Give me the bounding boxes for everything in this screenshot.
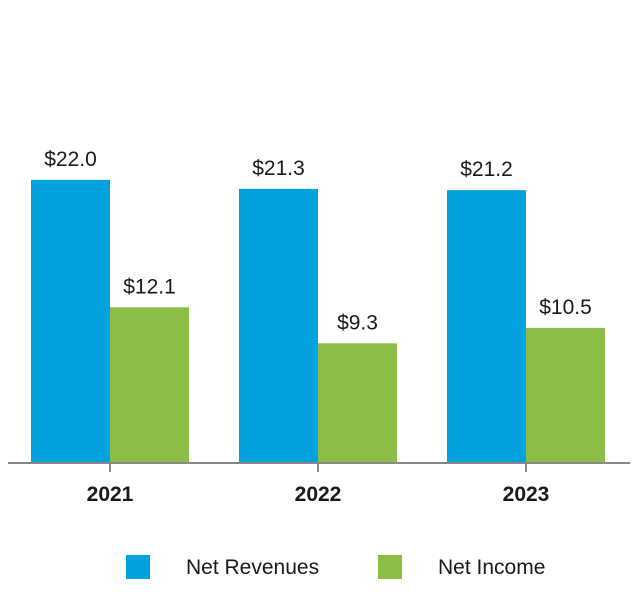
value-label-net-income-2022: $9.3 xyxy=(337,311,378,334)
value-label-net-income-2021: $12.1 xyxy=(123,275,176,298)
legend-swatch-net-revenues xyxy=(126,555,150,579)
legend-label-net-income: Net Income xyxy=(438,556,545,579)
bars-layer xyxy=(31,179,605,464)
value-labels-layer: $22.0 $12.1 $21.3 $9.3 $21.2 $10.5 xyxy=(44,148,592,334)
value-label-net-income-2023: $10.5 xyxy=(539,296,592,319)
legend-swatch-net-income xyxy=(378,555,402,579)
x-axis-tick-labels: 2021 2022 2023 xyxy=(87,483,550,506)
legend-label-net-revenues: Net Revenues xyxy=(186,556,319,579)
bar-net-income-2023 xyxy=(526,327,605,463)
bar-net-revenues-2021 xyxy=(31,179,110,464)
value-label-net-revenues-2021: $22.0 xyxy=(44,148,97,171)
x-tick-label-2021: 2021 xyxy=(87,483,134,506)
x-axis-ticks xyxy=(109,463,527,472)
legend: Net Revenues Net Income xyxy=(126,555,545,579)
bar-net-income-2021 xyxy=(110,307,189,463)
value-label-net-revenues-2022: $21.3 xyxy=(252,157,305,180)
value-label-net-revenues-2023: $21.2 xyxy=(460,158,513,181)
bar-net-revenues-2022 xyxy=(239,188,318,463)
x-tick-label-2022: 2022 xyxy=(295,483,342,506)
bar-net-income-2022 xyxy=(318,343,397,463)
x-tick-label-2023: 2023 xyxy=(503,483,550,506)
bar-net-revenues-2023 xyxy=(447,190,526,463)
